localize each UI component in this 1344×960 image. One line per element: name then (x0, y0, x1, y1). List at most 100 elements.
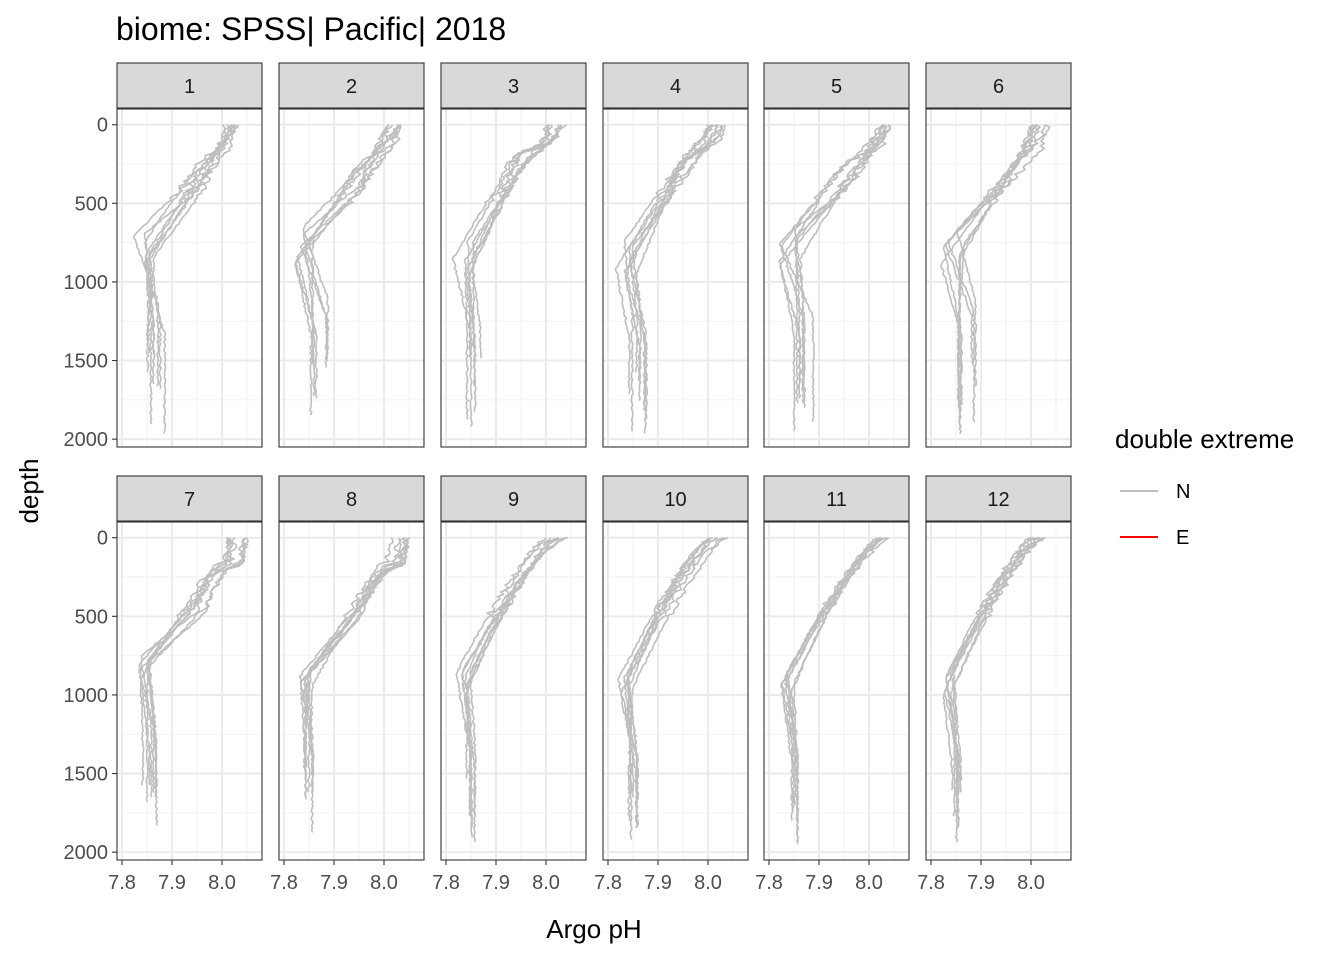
series-line-n (784, 536, 883, 812)
x-tick-label: 7.9 (805, 872, 833, 894)
legend: double extreme N E (1115, 424, 1294, 549)
series-line-n (949, 537, 1035, 793)
x-tick-label: 8.0 (855, 872, 883, 894)
panel-background (603, 109, 748, 447)
facet-strip-label: 9 (508, 489, 519, 511)
facet-strip-label: 3 (508, 76, 519, 98)
x-tick-label: 7.9 (158, 872, 186, 894)
y-tick-label: 1000 (64, 685, 109, 707)
legend-label-n: N (1176, 481, 1190, 503)
facet-strip (602, 62, 749, 109)
facet-strip (925, 475, 1072, 522)
panel-border (602, 108, 749, 448)
y-tick-label: 500 (75, 193, 108, 215)
facet-panel-5: 5 (763, 62, 910, 448)
x-axis-title: Argo pH (546, 914, 641, 944)
facet-panel-1: 1 0 500 1000 1500 2000 (64, 62, 263, 451)
legend-label-e: E (1176, 527, 1189, 549)
series-line-n (781, 124, 884, 422)
x-tick-label: 8.0 (532, 872, 560, 894)
facet-strip (602, 475, 749, 522)
series-line-n (627, 536, 729, 821)
facet-strip-label: 1 (184, 76, 195, 98)
series-line-n (617, 536, 714, 800)
series-line-n (631, 124, 720, 385)
panel-border (440, 108, 587, 448)
facet-strip-label: 10 (664, 489, 686, 511)
series-line-n (794, 124, 885, 399)
series-line-n (146, 537, 234, 793)
facet-strip-label: 5 (831, 76, 842, 98)
y-tick-label: 2000 (64, 429, 109, 451)
facet-strip-label: 12 (987, 489, 1009, 511)
panel-background (117, 109, 262, 447)
x-tick-label: 7.9 (482, 872, 510, 894)
series-line-n (298, 537, 408, 779)
series-line-n (463, 537, 547, 817)
series-line-n (145, 537, 249, 802)
facet-panel-3: 3 (440, 62, 587, 448)
facet-strip (763, 62, 910, 109)
panel-background (926, 109, 1071, 447)
y-tick-label: 0 (97, 528, 108, 550)
panel-border (278, 521, 425, 861)
facet-strip (116, 475, 263, 522)
panel-border (925, 521, 1072, 861)
panel-background (279, 109, 424, 447)
series-line-n (304, 124, 400, 361)
facet-strip-label: 11 (826, 489, 847, 511)
y-axis-title: depth (14, 458, 44, 523)
panel-border (763, 108, 910, 448)
series-line-n (794, 124, 888, 392)
x-tick-label: 7.8 (755, 872, 783, 894)
series-line-n (623, 123, 718, 432)
series-line-n (626, 537, 711, 798)
series-line-n (939, 124, 1046, 406)
x-tick-label: 8.0 (1017, 872, 1045, 894)
facet-panel-11: 11 7.8 7.9 8.0 (755, 475, 910, 894)
facet-strip (440, 62, 587, 109)
x-tick-label: 8.0 (208, 872, 236, 894)
series-line-n (143, 124, 239, 434)
x-tick-label: 8.0 (694, 872, 722, 894)
panel-border (602, 521, 749, 861)
series-line-n (945, 537, 1033, 829)
series-line-n (147, 124, 237, 389)
series-line-n (620, 537, 719, 829)
facet-strip-label: 8 (346, 489, 357, 511)
panel-border (116, 108, 263, 448)
panel-border (925, 108, 1072, 448)
series-line-n (299, 537, 410, 833)
facet-strip-label: 4 (670, 76, 681, 98)
facet-strip-label: 7 (184, 489, 195, 511)
facet-strip (763, 475, 910, 522)
panel-background (279, 522, 424, 860)
facet-panel-6: 6 (925, 62, 1072, 448)
facet-strip-label: 6 (993, 76, 1004, 98)
series-line-n (147, 537, 238, 798)
series-line-n (146, 124, 226, 359)
y-tick-label: 1500 (64, 351, 109, 373)
legend-title: double extreme (1115, 424, 1294, 454)
series-line-n (306, 537, 411, 793)
x-tick-label: 7.8 (270, 872, 298, 894)
panel-background (117, 522, 262, 860)
series-line-n (145, 124, 233, 373)
series-line-n (304, 537, 395, 793)
facet-panel-9: 9 7.8 7.9 8.0 (432, 475, 587, 894)
facet-panel-8: 8 7.8 7.9 8.0 (270, 475, 425, 894)
facet-panel-10: 10 7.8 7.9 8.0 (594, 475, 749, 894)
y-tick-label: 1500 (64, 764, 109, 786)
y-tick-label: 0 (97, 115, 108, 137)
series-line-n (303, 124, 394, 359)
facet-strip (440, 475, 587, 522)
series-line-n (623, 124, 724, 420)
panel-background (603, 522, 748, 860)
x-tick-label: 7.8 (432, 872, 460, 894)
x-tick-label: 8.0 (370, 872, 398, 894)
series-line-n (140, 537, 231, 798)
facet-strip (116, 62, 263, 109)
x-tick-label: 7.9 (644, 872, 672, 894)
